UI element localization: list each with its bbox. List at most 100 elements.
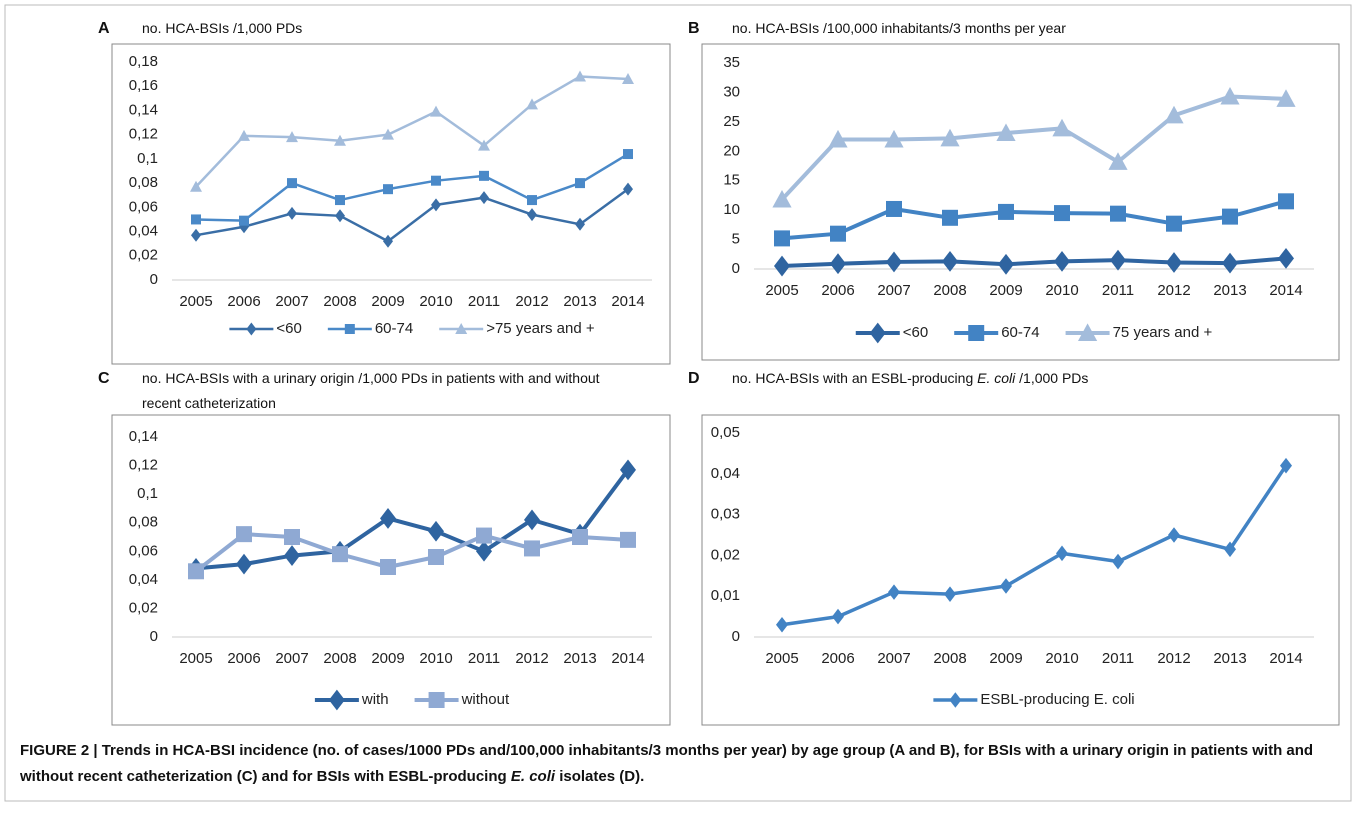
marker (998, 203, 1014, 220)
x-tick-label: 2012 (515, 650, 548, 667)
marker (575, 178, 585, 189)
x-tick-label: 2010 (419, 293, 452, 310)
chart: 0 0,02 0,04 0,06 0,08 0,1 0,12 0,14 2005 2006 2007… (111, 414, 671, 726)
marker (1056, 545, 1068, 562)
y-tick-label: 25 (723, 113, 740, 130)
marker (380, 508, 396, 529)
marker (886, 251, 902, 273)
marker (286, 131, 298, 143)
x-tick-label: 2009 (989, 650, 1022, 667)
legend-label: >75 years and + (486, 320, 595, 337)
marker (428, 520, 444, 542)
marker (191, 214, 201, 225)
marker (476, 527, 492, 544)
caption-text: FIGURE 2 | Trends in HCA-BSI incidence (… (20, 742, 1314, 785)
marker (1280, 457, 1292, 474)
marker (1054, 250, 1070, 272)
legend-label: 60-74 (1001, 324, 1039, 341)
marker (383, 184, 393, 195)
marker (1168, 527, 1180, 543)
marker (774, 230, 790, 247)
x-tick-label: 2006 (227, 650, 260, 667)
x-tick-label: 2005 (179, 293, 212, 310)
chart-frame (111, 414, 671, 726)
series-line (194, 532, 629, 573)
chart-title: no. HCA-BSIs with an ESBL-producing (732, 370, 978, 386)
y-tick-label: 0,18 (129, 53, 158, 70)
x-tick-label: 2011 (468, 293, 500, 310)
y-tick-label: 0 (150, 628, 158, 645)
x-tick-label: 2008 (323, 293, 356, 310)
y-tick-label: 0,05 (711, 424, 740, 441)
x-tick-label: 2008 (933, 650, 966, 667)
series-line (195, 468, 630, 571)
marker (1110, 205, 1126, 222)
chart-title: /1,000 PDs (1015, 370, 1089, 386)
marker (476, 540, 492, 562)
marker (1276, 89, 1296, 107)
legend-label: 60-74 (375, 320, 413, 337)
chart: 0 0,01 0,02 0,03 0,04 0,05 2005 2006 2007 2008 200… (701, 414, 1340, 726)
y-tick-label: 0,1 (137, 150, 158, 167)
y-tick-label: 20 (723, 142, 740, 159)
marker (1224, 541, 1236, 558)
x-tick-label: 2013 (563, 650, 596, 667)
marker (524, 509, 540, 531)
y-tick-label: 0 (732, 260, 740, 277)
marker (828, 129, 848, 148)
series-line (781, 256, 1287, 269)
marker (287, 206, 297, 220)
marker (1166, 252, 1182, 273)
y-tick-label: 0,08 (129, 174, 158, 191)
series-line (781, 464, 1288, 627)
chart-title: no. HCA-BSIs with a urinary origin /1,00… (142, 370, 600, 411)
chart-title: no. HCA-BSIs /1,000 PDs (142, 20, 303, 36)
marker (1110, 249, 1126, 271)
y-tick-label: 0,02 (711, 546, 740, 563)
marker (524, 540, 540, 557)
marker (830, 225, 846, 242)
y-tick-label: 35 (723, 54, 740, 71)
legend-label: 75 years and + (1113, 324, 1213, 341)
x-tick-label: 2009 (371, 293, 404, 310)
marker (572, 529, 588, 545)
x-tick-label: 2014 (1269, 650, 1302, 667)
marker (575, 217, 585, 231)
x-tick-label: 2009 (371, 650, 404, 667)
x-tick-label: 2013 (563, 293, 596, 310)
marker (284, 545, 300, 566)
chart-title: no. HCA-BSIs /100,000 inhabitants/3 mont… (732, 20, 1066, 36)
marker (335, 209, 345, 223)
marker (380, 559, 396, 575)
marker (1278, 193, 1294, 210)
marker (832, 608, 844, 625)
marker (236, 526, 252, 543)
x-tick-label: 2011 (1102, 650, 1134, 667)
legend-marker (246, 322, 257, 336)
y-tick-label: 0,16 (129, 77, 158, 94)
chart: 0 0,02 0,04 0,06 0,08 0,1 0,12 0,14 0,16 0,18 2005… (111, 43, 671, 365)
legend-marker (344, 324, 355, 334)
legend-label: <60 (276, 320, 301, 337)
legend-marker (428, 692, 445, 708)
marker (1222, 252, 1238, 274)
y-tick-label: 0,06 (129, 198, 158, 215)
marker (335, 195, 345, 206)
x-tick-label: 2010 (419, 650, 452, 667)
legend-marker (949, 692, 962, 708)
x-tick-label: 2008 (933, 282, 966, 299)
marker (620, 459, 636, 481)
y-tick-label: 10 (723, 201, 740, 218)
y-tick-label: 15 (723, 172, 740, 189)
panel-label: B (688, 20, 700, 37)
x-tick-label: 2013 (1213, 650, 1246, 667)
y-tick-label: 0,02 (129, 599, 158, 616)
marker (284, 529, 300, 545)
y-tick-label: 0,03 (711, 506, 740, 523)
marker (191, 228, 201, 242)
chart: 0 5 10 15 20 25 30 35 2005 2006 2007 2008 2009 2010 20… (701, 43, 1340, 361)
y-tick-label: 0,04 (129, 571, 158, 588)
y-tick-label: 30 (723, 83, 740, 100)
x-tick-label: 2013 (1213, 282, 1246, 299)
